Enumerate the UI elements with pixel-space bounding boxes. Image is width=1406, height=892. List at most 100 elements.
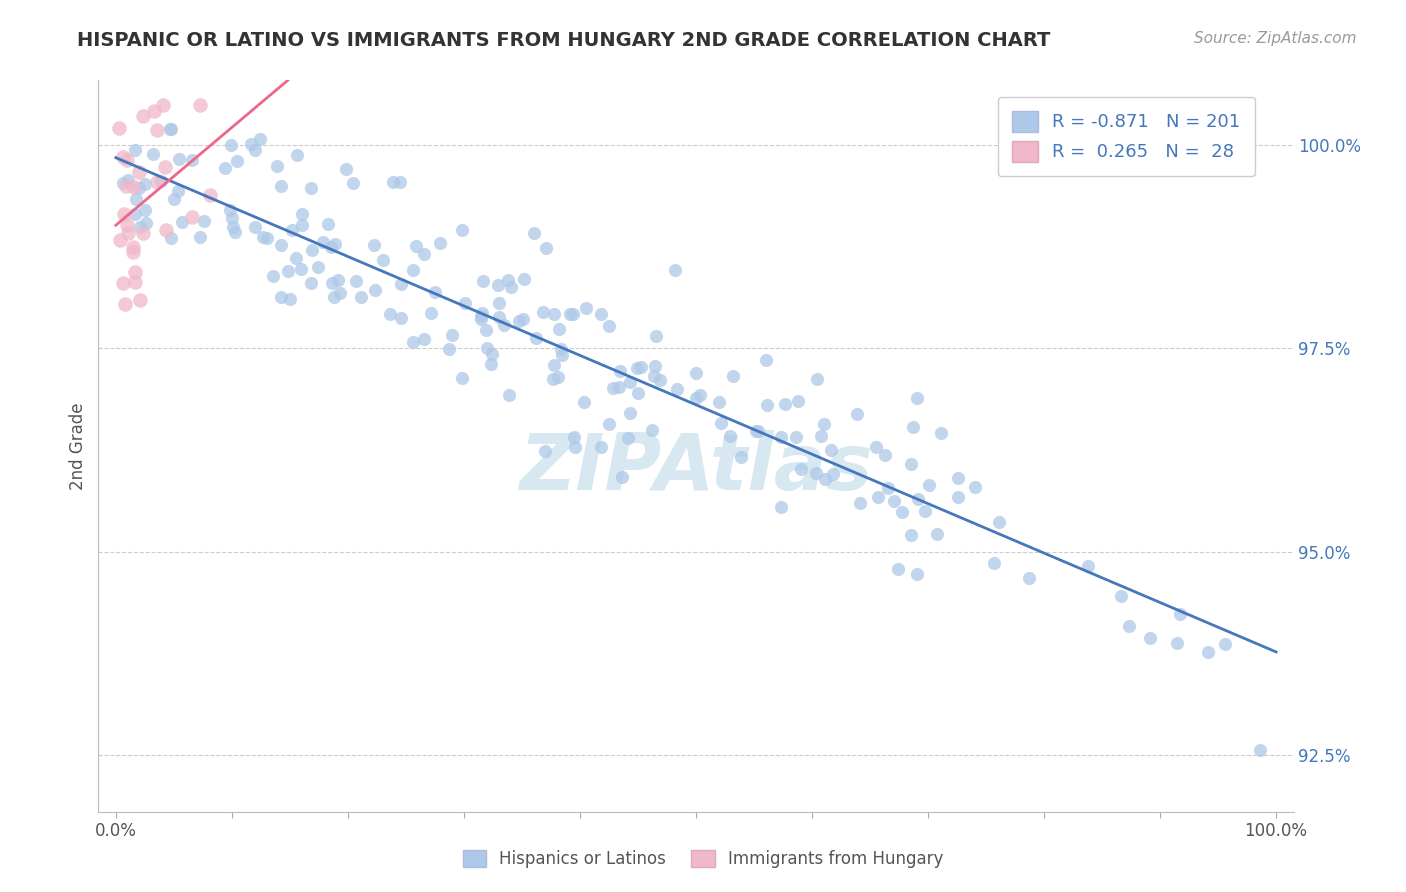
- Point: [134, 202, 156, 217]
- Point: [121, 245, 143, 260]
- Point: [413, 246, 436, 260]
- Point: [249, 131, 271, 145]
- Point: [243, 220, 266, 235]
- Point: [363, 238, 385, 252]
- Point: [112, 207, 135, 221]
- Point: [617, 431, 640, 445]
- Point: [543, 358, 565, 372]
- Point: [150, 174, 173, 188]
- Point: [865, 440, 887, 454]
- Point: [755, 353, 778, 368]
- Point: [498, 387, 520, 401]
- Point: [640, 423, 662, 437]
- Point: [1166, 636, 1188, 650]
- Point: [322, 290, 344, 304]
- Point: [132, 109, 155, 123]
- Y-axis label: 2nd Grade: 2nd Grade: [69, 402, 87, 490]
- Point: [252, 229, 274, 244]
- Point: [946, 490, 969, 504]
- Point: [167, 152, 190, 166]
- Point: [785, 430, 807, 444]
- Point: [523, 226, 546, 240]
- Point: [685, 391, 707, 405]
- Point: [152, 97, 174, 112]
- Point: [285, 252, 308, 266]
- Point: [946, 471, 969, 485]
- Point: [454, 295, 477, 310]
- Point: [499, 280, 522, 294]
- Point: [134, 178, 156, 192]
- Point: [321, 240, 343, 254]
- Point: [117, 173, 139, 187]
- Point: [219, 137, 242, 152]
- Point: [266, 160, 288, 174]
- Point: [307, 260, 329, 274]
- Point: [813, 417, 835, 431]
- Point: [159, 122, 181, 136]
- Point: [1197, 645, 1219, 659]
- Point: [285, 148, 308, 162]
- Point: [619, 375, 641, 389]
- Point: [128, 293, 150, 308]
- Point: [124, 143, 146, 157]
- Point: [773, 397, 796, 411]
- Point: [329, 286, 352, 301]
- Point: [117, 226, 139, 240]
- Point: [188, 97, 211, 112]
- Point: [111, 277, 134, 291]
- Point: [508, 314, 530, 328]
- Point: [769, 500, 792, 514]
- Point: [221, 211, 243, 225]
- Point: [364, 283, 387, 297]
- Point: [389, 310, 412, 325]
- Point: [142, 147, 165, 161]
- Point: [277, 264, 299, 278]
- Point: [270, 179, 292, 194]
- Point: [891, 504, 914, 518]
- Point: [666, 383, 689, 397]
- Point: [1213, 637, 1236, 651]
- Point: [135, 216, 157, 230]
- Point: [214, 161, 236, 175]
- Point: [350, 290, 373, 304]
- Point: [1168, 607, 1191, 621]
- Point: [122, 180, 145, 194]
- Point: [1109, 589, 1132, 603]
- Point: [551, 348, 574, 362]
- Point: [263, 268, 285, 283]
- Point: [806, 372, 828, 386]
- Point: [115, 218, 138, 232]
- Point: [128, 181, 150, 195]
- Point: [270, 238, 292, 252]
- Point: [335, 162, 357, 177]
- Point: [405, 239, 427, 253]
- Point: [281, 222, 304, 236]
- Point: [1250, 743, 1272, 757]
- Point: [142, 103, 165, 118]
- Point: [388, 175, 411, 189]
- Point: [650, 374, 672, 388]
- Point: [291, 207, 314, 221]
- Point: [524, 331, 547, 345]
- Point: [810, 428, 832, 442]
- Point: [609, 380, 631, 394]
- Point: [323, 236, 346, 251]
- Point: [786, 393, 808, 408]
- Point: [804, 466, 827, 480]
- Point: [572, 395, 595, 409]
- Point: [598, 417, 620, 432]
- Point: [1118, 619, 1140, 633]
- Point: [125, 192, 148, 206]
- Text: HISPANIC OR LATINO VS IMMIGRANTS FROM HUNGARY 2ND GRADE CORRELATION CHART: HISPANIC OR LATINO VS IMMIGRANTS FROM HU…: [77, 31, 1050, 50]
- Point: [547, 322, 569, 336]
- Point: [983, 556, 1005, 570]
- Point: [550, 343, 572, 357]
- Point: [814, 472, 837, 486]
- Legend: Hispanics or Latinos, Immigrants from Hungary: Hispanics or Latinos, Immigrants from Hu…: [456, 843, 950, 875]
- Point: [115, 179, 138, 194]
- Point: [111, 150, 134, 164]
- Point: [875, 448, 897, 462]
- Point: [419, 306, 441, 320]
- Point: [513, 272, 536, 286]
- Point: [547, 369, 569, 384]
